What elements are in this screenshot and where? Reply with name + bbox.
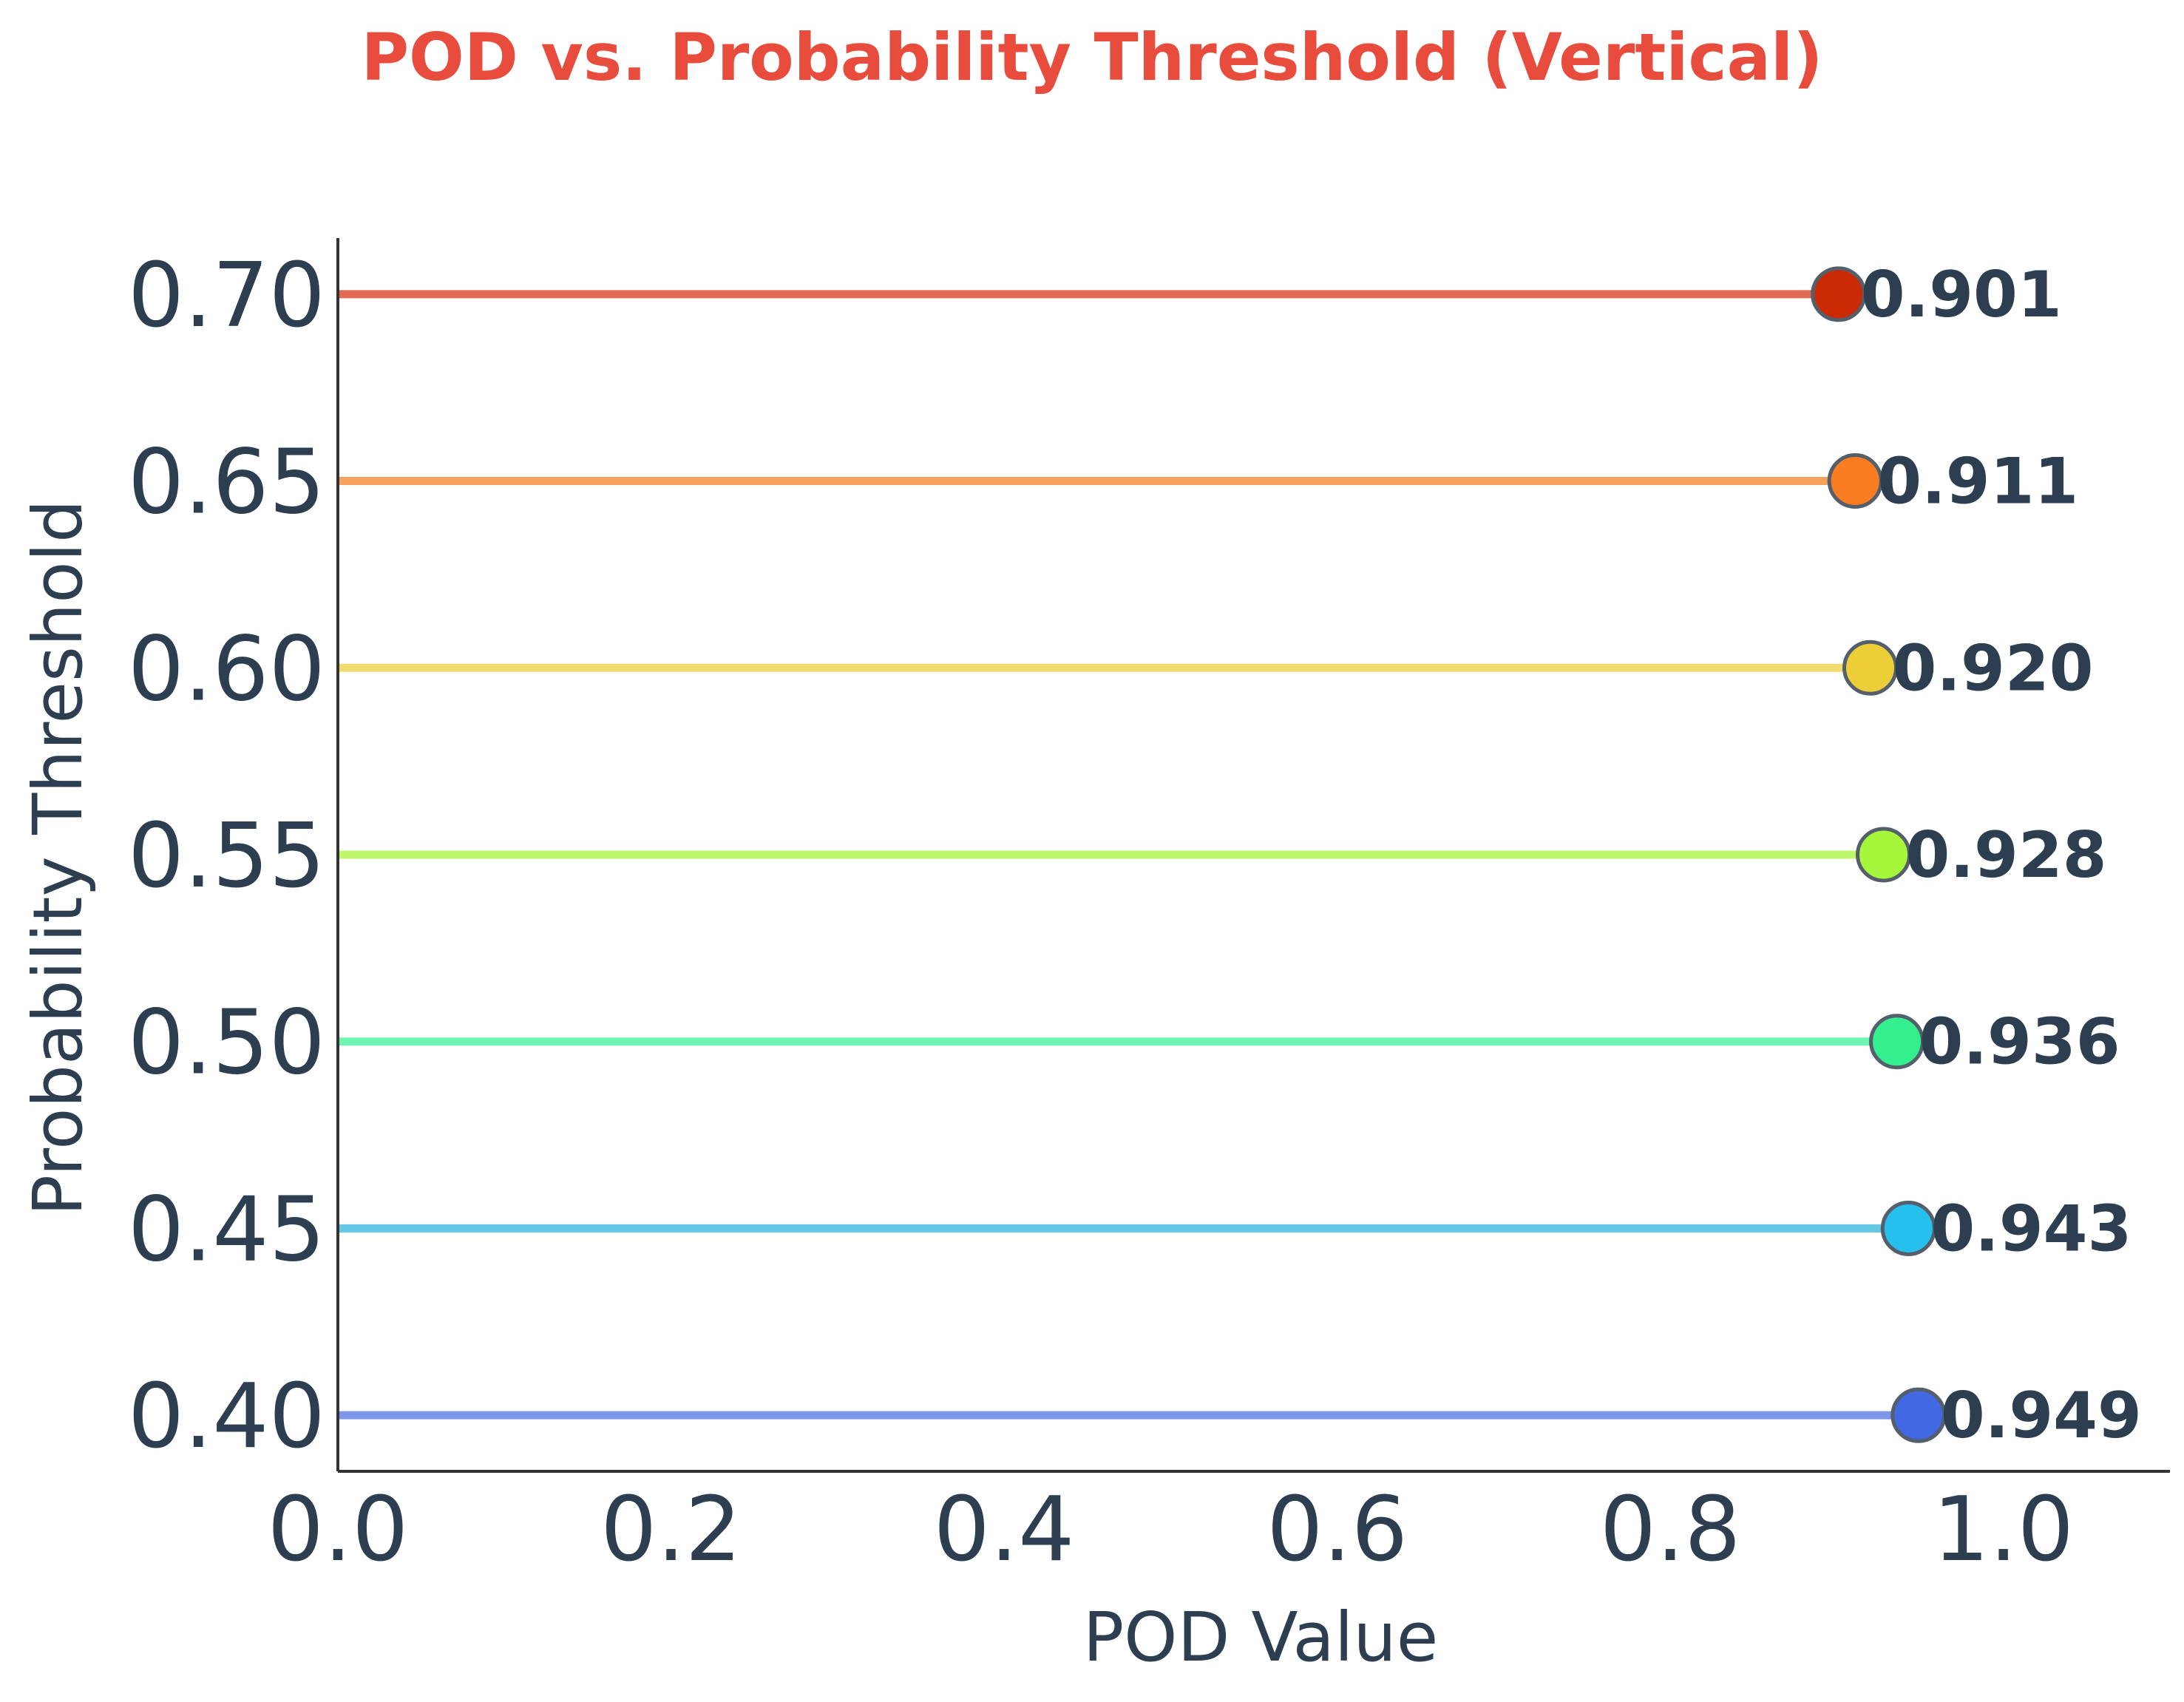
marker-point-0.928 xyxy=(1856,827,1912,883)
y-tick-label: 0.55 xyxy=(128,805,325,908)
lollipop-stems xyxy=(338,290,1919,1420)
value-label-0.911: 0.911 xyxy=(1877,445,2078,519)
value-label-0.943: 0.943 xyxy=(1930,1192,2132,1266)
value-label-0.920: 0.920 xyxy=(1893,631,2094,705)
y-tick-labels: 0.40 0.45 0.50 0.55 0.60 0.65 0.70 xyxy=(128,245,325,1468)
x-tick-label: 0.6 xyxy=(1266,1479,1408,1581)
y-tick-label: 0.40 xyxy=(128,1366,325,1468)
y-tick-label: 0.70 xyxy=(128,245,325,347)
x-tick-label: 0.2 xyxy=(600,1479,742,1581)
marker-point-0.943 xyxy=(1880,1200,1936,1256)
x-tick-label: 1.0 xyxy=(1933,1479,2074,1581)
x-tick-labels: 0.0 0.2 0.4 0.6 0.8 1.0 xyxy=(268,1479,2075,1581)
y-tick-label: 0.65 xyxy=(128,432,325,535)
x-tick-label: 0.8 xyxy=(1600,1479,1741,1581)
value-label-0.936: 0.936 xyxy=(1919,1006,2120,1079)
y-tick-label: 0.45 xyxy=(128,1179,325,1281)
chart-title: POD vs. Probability Threshold (Vertical) xyxy=(362,19,1823,95)
lollipop-markers xyxy=(1811,266,1947,1443)
marker-point-0.920 xyxy=(1842,640,1899,696)
y-tick-label: 0.60 xyxy=(128,618,325,721)
x-tick-label: 0.0 xyxy=(268,1479,409,1581)
marker-point-0.901 xyxy=(1811,266,1867,322)
y-tick-label: 0.50 xyxy=(128,992,325,1095)
x-tick-label: 0.4 xyxy=(934,1479,1075,1581)
value-label-0.949: 0.949 xyxy=(1941,1379,2142,1453)
y-axis-label: Probability Threshold xyxy=(18,500,98,1216)
marker-point-0.949 xyxy=(1890,1387,1947,1443)
axes xyxy=(336,238,2170,1473)
value-label-0.901: 0.901 xyxy=(1861,258,2062,332)
x-axis-label: POD Value xyxy=(1083,1598,1439,1677)
marker-point-0.911 xyxy=(1827,453,1883,509)
value-labels: 0.901 0.911 0.920 0.928 0.936 0.943 0.949 xyxy=(1861,258,2142,1453)
marker-point-0.936 xyxy=(1869,1014,1925,1070)
value-label-0.928: 0.928 xyxy=(1906,818,2107,892)
